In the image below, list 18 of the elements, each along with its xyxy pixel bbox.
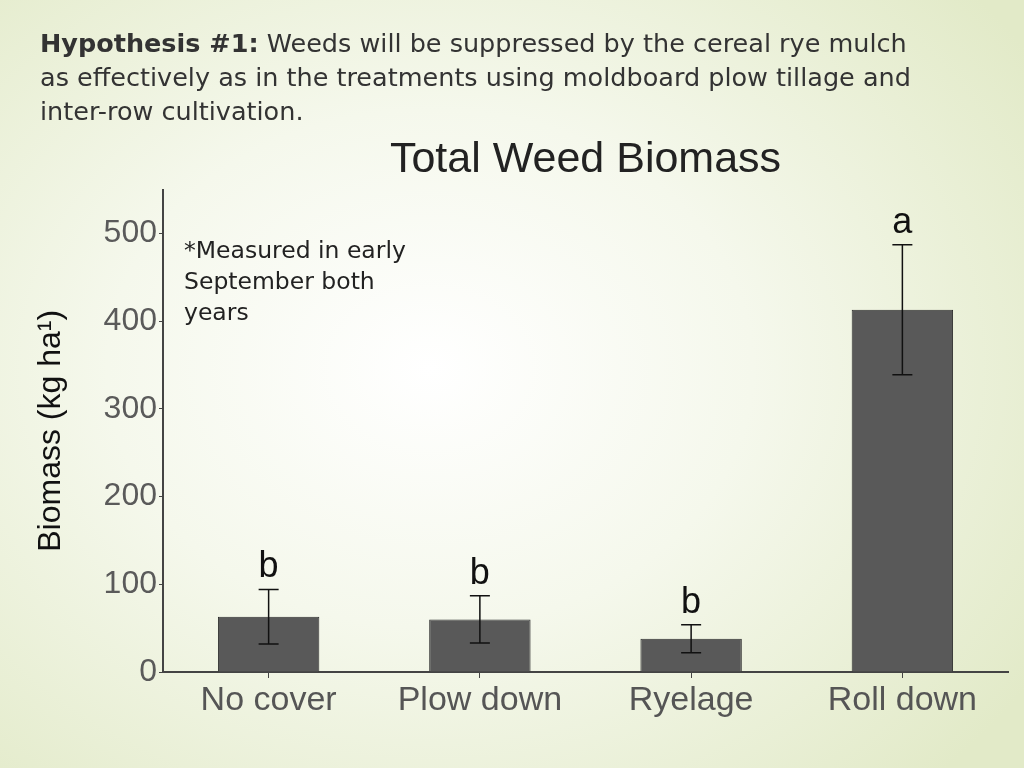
annotation: b	[681, 579, 702, 621]
y-tick-label: 400	[103, 300, 157, 337]
chart-title: Total Weed Biomass	[389, 132, 782, 181]
y-tick-label: 300	[103, 388, 157, 425]
y-tick-label: 200	[103, 476, 157, 513]
y-tick-label: 100	[103, 564, 157, 601]
x-tick-label: Plow down	[397, 678, 563, 717]
x-tick-label: Ryelage	[628, 678, 754, 717]
y-tick-label: 0	[139, 651, 157, 688]
x-tick-label: Roll down	[827, 678, 978, 717]
y-tick-label: 500	[103, 213, 157, 250]
x-tick-label: No cover	[200, 678, 337, 717]
text: Hypothesis #1: Weeds will be suppressed by the cereal rye mulch as effectively as in the treatments using moldboard plow tillage and inter-row cultivation.	[40, 27, 912, 128]
annotation: b	[258, 544, 279, 586]
annotation: b	[469, 550, 490, 592]
y-axis-title: Biomass (kg ha¹)	[31, 309, 68, 552]
annotation: *Measured in early September both years	[184, 235, 407, 328]
annotation: a	[892, 199, 914, 241]
